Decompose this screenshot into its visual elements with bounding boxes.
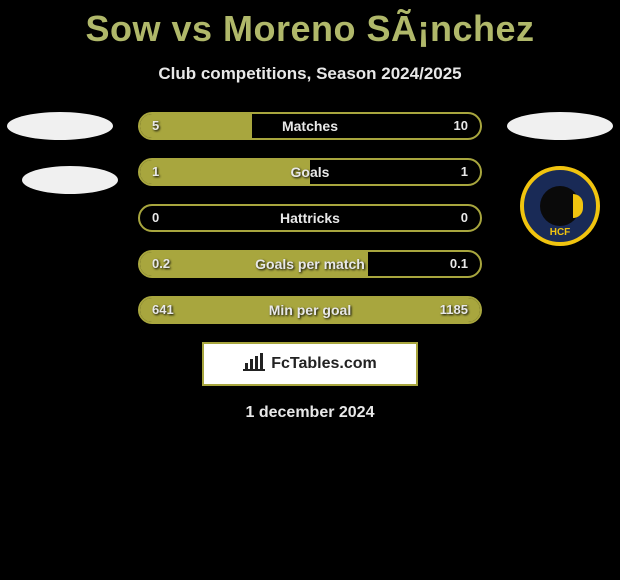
source-label: FcTables.com — [271, 355, 377, 373]
stat-label: Hattricks — [140, 206, 480, 230]
stat-row: 641Min per goal1185 — [138, 296, 482, 324]
club-badge: HCF — [520, 166, 600, 246]
stat-value-right: 0 — [461, 206, 468, 230]
subtitle: Club competitions, Season 2024/2025 — [0, 64, 620, 84]
stat-row: 0Hattricks0 — [138, 204, 482, 232]
source-box: FcTables.com — [202, 342, 418, 386]
player-right-photo-1 — [507, 112, 613, 140]
stat-value-right: 1 — [461, 160, 468, 184]
comparison-panel: HCF 5Matches101Goals10Hattricks00.2Goals… — [0, 112, 620, 422]
player-left-photo-2 — [22, 166, 118, 194]
stat-label: Min per goal — [140, 298, 480, 322]
date-label: 1 december 2024 — [0, 404, 620, 422]
stat-label: Goals — [140, 160, 480, 184]
stat-value-right: 1185 — [440, 298, 468, 322]
stat-row: 5Matches10 — [138, 112, 482, 140]
stat-bars: 5Matches101Goals10Hattricks00.2Goals per… — [138, 112, 482, 324]
stat-label: Goals per match — [140, 252, 480, 276]
stat-label: Matches — [140, 114, 480, 138]
chart-icon — [243, 353, 265, 376]
page-title: Sow vs Moreno SÃ¡nchez — [0, 0, 620, 50]
player-left-photo-1 — [7, 112, 113, 140]
stat-value-right: 0.1 — [450, 252, 468, 276]
stat-value-right: 10 — [454, 114, 468, 138]
club-badge-head — [540, 186, 580, 226]
stat-row: 1Goals1 — [138, 158, 482, 186]
club-badge-text: HCF — [524, 227, 596, 238]
stat-row: 0.2Goals per match0.1 — [138, 250, 482, 278]
